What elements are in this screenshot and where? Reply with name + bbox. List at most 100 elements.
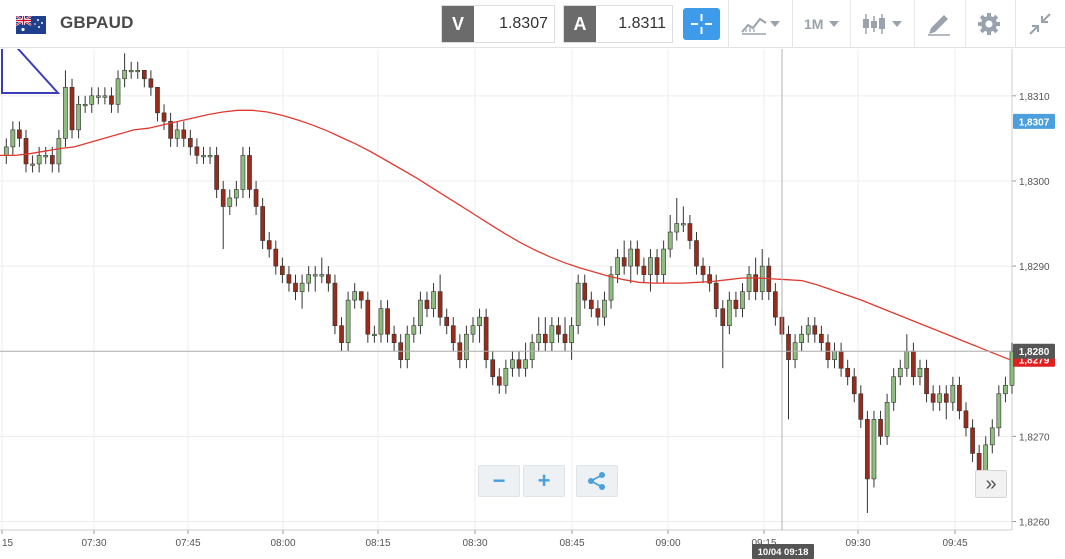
chart-type-button[interactable] bbox=[740, 10, 780, 38]
candle-body bbox=[687, 223, 693, 241]
candle-body bbox=[247, 155, 252, 190]
zoom-out-button[interactable]: − bbox=[478, 465, 520, 497]
candle-body bbox=[963, 410, 969, 429]
candle-body bbox=[496, 376, 502, 386]
candle-body bbox=[188, 138, 193, 148]
candle-body bbox=[799, 333, 804, 344]
x-tick-label: 07:45 bbox=[175, 538, 200, 549]
candle-body bbox=[345, 299, 351, 344]
y-tick-label: 1,8270 bbox=[1019, 432, 1050, 443]
candle-body bbox=[207, 155, 213, 158]
ask-quote-button[interactable]: A 1.8311 bbox=[563, 5, 673, 43]
candle-body bbox=[240, 155, 246, 190]
collapse-button[interactable] bbox=[1028, 10, 1052, 38]
candle-body bbox=[490, 359, 496, 378]
chevron-down-icon bbox=[829, 21, 840, 27]
x-tick-label: 07:30 bbox=[81, 538, 106, 549]
timeframe-selector[interactable]: 1M bbox=[804, 10, 840, 38]
candle-body bbox=[214, 155, 219, 190]
gb-au-flag-icon bbox=[16, 16, 46, 34]
y-tick-label: 1,8300 bbox=[1019, 177, 1050, 188]
candle-body bbox=[49, 155, 55, 165]
candle-body bbox=[161, 112, 167, 122]
candle-body bbox=[917, 367, 923, 378]
x-tick-label: 09:00 bbox=[655, 538, 680, 549]
bid-value: 1.8307 bbox=[499, 15, 548, 32]
y-tick-label: 1,8290 bbox=[1019, 262, 1050, 273]
last-price-badge: 1,8307 bbox=[1019, 117, 1050, 128]
drawing-tools-button[interactable] bbox=[926, 10, 952, 38]
candle-body bbox=[884, 402, 890, 437]
candle-body bbox=[950, 384, 956, 403]
ask-value: 1.8311 bbox=[618, 15, 666, 32]
triangle-drawing bbox=[1, 28, 61, 94]
candle-body bbox=[746, 274, 752, 292]
candle-body bbox=[786, 333, 791, 361]
candle-body bbox=[404, 333, 410, 361]
candle-body bbox=[95, 95, 101, 98]
candle-body bbox=[943, 393, 949, 403]
share-button[interactable] bbox=[576, 465, 618, 497]
candle-body bbox=[391, 333, 397, 344]
ma-value-badge: 1,8279 bbox=[1019, 356, 1050, 367]
candle-body bbox=[871, 419, 877, 480]
candle-body bbox=[628, 248, 634, 267]
candle-body bbox=[608, 274, 614, 301]
candle-body bbox=[1003, 384, 1008, 395]
toolbar-divider bbox=[792, 0, 793, 48]
candle-body bbox=[832, 350, 837, 361]
candle-body bbox=[82, 104, 88, 107]
crosshair-button[interactable] bbox=[683, 8, 720, 40]
candle-body bbox=[654, 257, 660, 275]
settings-button[interactable] bbox=[977, 10, 1001, 38]
candle-body bbox=[69, 87, 75, 131]
candle-body bbox=[365, 299, 371, 335]
candle-body bbox=[234, 189, 239, 199]
candlestick-chart-svg[interactable]: 1,8260 1,8270 1,8280 1,8290 1,8300 1,8310 15 07… bbox=[0, 28, 1065, 559]
candle-body bbox=[556, 325, 561, 335]
candle-body bbox=[904, 350, 910, 369]
candle-body bbox=[76, 104, 81, 131]
plus-icon: + bbox=[537, 468, 551, 493]
candle-body bbox=[661, 248, 666, 275]
zoom-in-button[interactable]: + bbox=[523, 465, 565, 497]
candle-body bbox=[523, 359, 528, 369]
candle-body bbox=[641, 265, 647, 275]
candle-body bbox=[385, 308, 390, 335]
toolbar-divider bbox=[850, 0, 851, 48]
candle-body bbox=[516, 359, 522, 369]
chevron-down-icon bbox=[892, 21, 902, 27]
candle-body bbox=[332, 282, 338, 326]
crosshair-icon bbox=[691, 14, 712, 34]
candle-body bbox=[411, 325, 417, 335]
candle-body bbox=[56, 138, 62, 165]
candle-body bbox=[970, 427, 975, 454]
chevron-down-icon bbox=[770, 21, 780, 27]
candle-body bbox=[851, 376, 857, 395]
candle-body bbox=[10, 129, 16, 148]
chart-type-icon bbox=[741, 17, 767, 35]
instrument-symbol[interactable]: GBPAUD bbox=[60, 13, 134, 32]
candle-body bbox=[503, 367, 509, 386]
candle-body bbox=[733, 299, 739, 309]
candle-body bbox=[306, 274, 311, 284]
scroll-to-latest-button[interactable]: » bbox=[975, 470, 1007, 498]
candle-body bbox=[937, 393, 943, 403]
zoom-controls: − + bbox=[478, 465, 568, 497]
candle-body bbox=[930, 393, 936, 403]
candle-body bbox=[549, 325, 555, 344]
candle-body bbox=[17, 129, 22, 139]
candle-body bbox=[510, 359, 515, 369]
candle-body bbox=[266, 240, 272, 250]
x-tick-label: 08:45 bbox=[559, 538, 584, 549]
candle-body bbox=[891, 376, 897, 403]
candle-body bbox=[575, 282, 581, 326]
bid-quote-button[interactable]: V 1.8307 bbox=[441, 5, 555, 43]
candle-style-button[interactable] bbox=[860, 10, 902, 38]
price-chart[interactable]: 1,8260 1,8270 1,8280 1,8290 1,8300 1,8310 15 07… bbox=[0, 28, 1065, 559]
toolbar-divider bbox=[728, 0, 729, 48]
candle-body bbox=[924, 367, 929, 395]
y-tick-label: 1,8310 bbox=[1019, 92, 1050, 103]
x-tick-label: 09:45 bbox=[942, 538, 967, 549]
